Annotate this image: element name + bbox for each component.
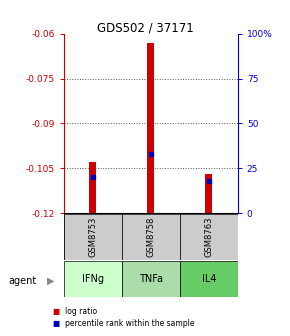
FancyBboxPatch shape [180,214,238,260]
Text: TNFa: TNFa [139,274,163,284]
Text: percentile rank within the sample: percentile rank within the sample [65,319,195,328]
Text: ■: ■ [52,319,59,328]
Text: GSM8763: GSM8763 [204,217,213,257]
FancyBboxPatch shape [122,214,180,260]
Text: agent: agent [9,276,37,286]
Text: IFNg: IFNg [82,274,104,284]
Text: log ratio: log ratio [65,307,97,316]
Text: IL4: IL4 [202,274,216,284]
FancyBboxPatch shape [122,261,180,297]
Text: GSM8753: GSM8753 [88,217,97,257]
Bar [205,174,212,213]
Text: GSM8758: GSM8758 [146,217,155,257]
FancyBboxPatch shape [64,261,122,297]
Bar [147,43,154,213]
FancyBboxPatch shape [64,214,122,260]
Text: ▶: ▶ [47,276,55,286]
FancyBboxPatch shape [180,261,238,297]
Bar [89,162,96,213]
Text: ■: ■ [52,307,59,316]
Text: GDS502 / 37171: GDS502 / 37171 [97,22,193,35]
